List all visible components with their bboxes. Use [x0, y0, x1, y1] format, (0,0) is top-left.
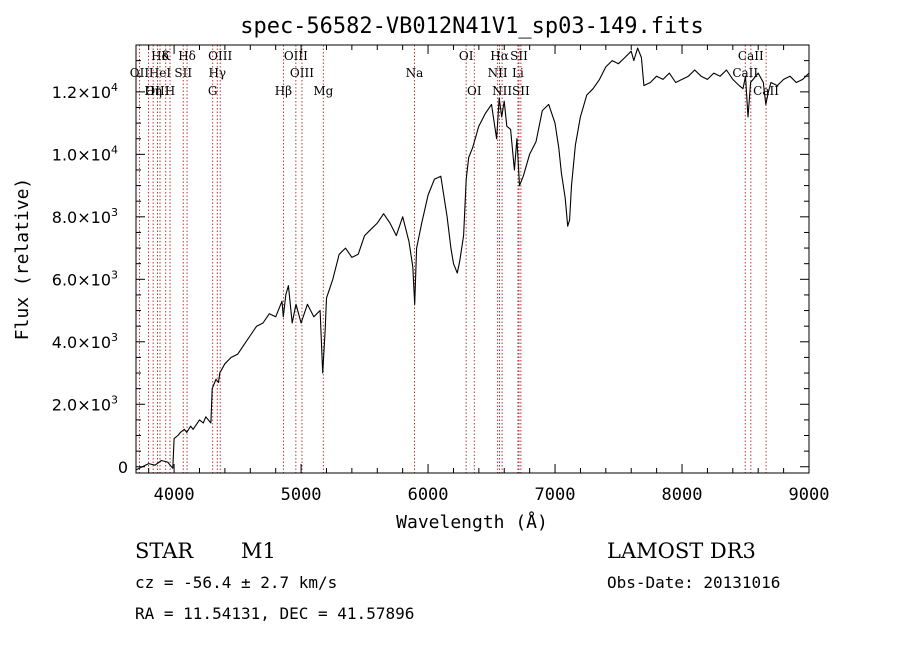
line-label: G: [208, 84, 218, 98]
y-tick-mantissa: 8.0×10: [52, 208, 111, 227]
x-axis: 4000 5000 6000 7000 8000 9000: [148, 45, 830, 505]
line-label: OII: [130, 66, 150, 80]
line-label: OIII: [284, 49, 308, 63]
line-label: Hδ: [178, 49, 196, 63]
object-subclass: M1: [241, 539, 276, 563]
y-axis: 02.0×1034.0×1036.0×1038.0×1031.0×1041.2×…: [52, 60, 809, 477]
line-label: NII: [492, 84, 512, 98]
line-label: SII: [174, 66, 192, 80]
y-tick-label: 1.0×104: [52, 143, 118, 164]
x-tick-label: 9000: [789, 485, 830, 505]
y-tick-mantissa: 1.2×10: [52, 83, 111, 102]
line-label: OIII: [208, 49, 232, 63]
y-tick-mantissa: 4.0×10: [52, 333, 111, 352]
line-label: Hη: [144, 84, 162, 98]
spectrum-line: [135, 47, 810, 471]
y-tick-exponent: 3: [111, 268, 118, 281]
line-label: CaII: [753, 84, 779, 98]
y-tick-mantissa: 0: [118, 458, 128, 477]
x-tick-label: 7000: [535, 485, 576, 505]
line-label: HeI: [149, 66, 172, 80]
y-tick-exponent: 3: [111, 331, 118, 344]
spectrum-series-group: [135, 47, 810, 471]
object-class: STAR: [135, 539, 194, 563]
x-tick-label: 6000: [408, 485, 449, 505]
y-tick-mantissa: 2.0×10: [52, 395, 111, 414]
sky-coordinates: RA = 11.54131, DEC = 41.57896: [135, 604, 415, 623]
chart-title: spec-56582-VB012N41V1_sp03-149.fits: [240, 14, 704, 39]
line-label: CaII: [732, 66, 758, 80]
x-tick-label: 8000: [662, 485, 703, 505]
x-tick-label: 4000: [154, 485, 195, 505]
line-label: NII: [488, 66, 508, 80]
y-tick-label: 6.0×103: [52, 268, 118, 289]
y-tick-exponent: 4: [111, 143, 118, 156]
line-label: SII: [512, 84, 530, 98]
plot-frame: [135, 44, 810, 474]
line-label: OIII: [290, 66, 314, 80]
line-marker-group: [138, 45, 767, 473]
line-label: Hβ: [275, 84, 292, 98]
redshift-velocity: cz = -56.4 ± 2.7 km/s: [135, 573, 338, 592]
y-tick-label: 4.0×103: [52, 331, 118, 352]
y-tick-label: 0: [118, 458, 128, 477]
line-label: Hγ: [208, 66, 226, 80]
survey-name: LAMOST DR3: [607, 539, 756, 563]
y-tick-label: 8.0×103: [52, 206, 118, 227]
y-tick-exponent: 3: [111, 206, 118, 219]
line-label: Mg: [313, 84, 333, 98]
line-label: Na: [406, 66, 424, 80]
line-label: Li: [512, 66, 524, 80]
line-label: CaII: [738, 49, 764, 63]
y-tick-mantissa: 6.0×10: [52, 270, 111, 289]
line-label: OIII: [145, 84, 169, 98]
x-tick-label: 5000: [281, 485, 322, 505]
line-label: Hα: [490, 49, 509, 63]
y-axis-label: Flux (relative): [12, 178, 33, 341]
line-label: SII: [510, 49, 528, 63]
y-tick-mantissa: 1.0×10: [52, 145, 111, 164]
line-label: OI: [467, 84, 482, 98]
y-tick-label: 1.2×104: [52, 81, 118, 102]
line-label: OI: [459, 49, 474, 63]
y-tick-label: 2.0×103: [52, 393, 118, 414]
line-label: H: [165, 84, 175, 98]
x-axis-label: Wavelength (Å): [396, 511, 548, 533]
y-tick-exponent: 3: [111, 393, 118, 406]
observation-date: Obs-Date: 20131016: [607, 573, 781, 592]
line-label: K: [161, 49, 171, 63]
y-tick-exponent: 4: [111, 81, 118, 94]
line-label: Hδ: [151, 49, 169, 63]
